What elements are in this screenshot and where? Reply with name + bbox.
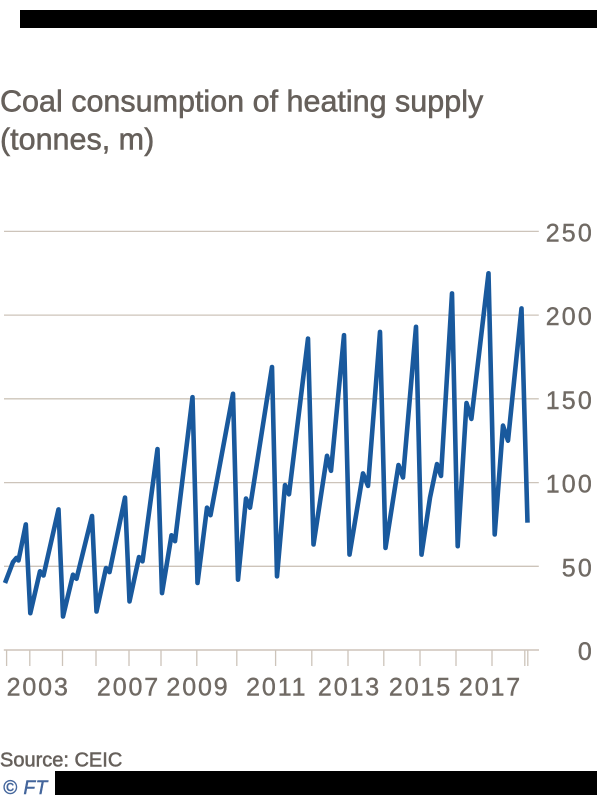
svg-text:2017: 2017 xyxy=(459,674,522,702)
svg-text:2003: 2003 xyxy=(7,674,70,702)
svg-text:2011: 2011 xyxy=(246,674,307,702)
svg-text:0: 0 xyxy=(578,638,594,666)
svg-text:150: 150 xyxy=(546,387,594,415)
svg-text:Source: CEIC: Source: CEIC xyxy=(0,750,122,772)
svg-text:(tonnes, m): (tonnes, m) xyxy=(0,123,154,157)
svg-text:2013: 2013 xyxy=(318,674,381,702)
svg-text:50: 50 xyxy=(562,554,594,582)
svg-text:2007: 2007 xyxy=(97,674,160,702)
svg-text:250: 250 xyxy=(546,219,594,247)
svg-text:2009: 2009 xyxy=(166,674,229,702)
svg-text:200: 200 xyxy=(546,303,594,331)
svg-text:100: 100 xyxy=(546,471,594,499)
svg-text:Coal consumption of heating su: Coal consumption of heating supply xyxy=(0,85,484,119)
svg-text:© FT: © FT xyxy=(3,778,49,799)
svg-text:2015: 2015 xyxy=(389,674,452,702)
